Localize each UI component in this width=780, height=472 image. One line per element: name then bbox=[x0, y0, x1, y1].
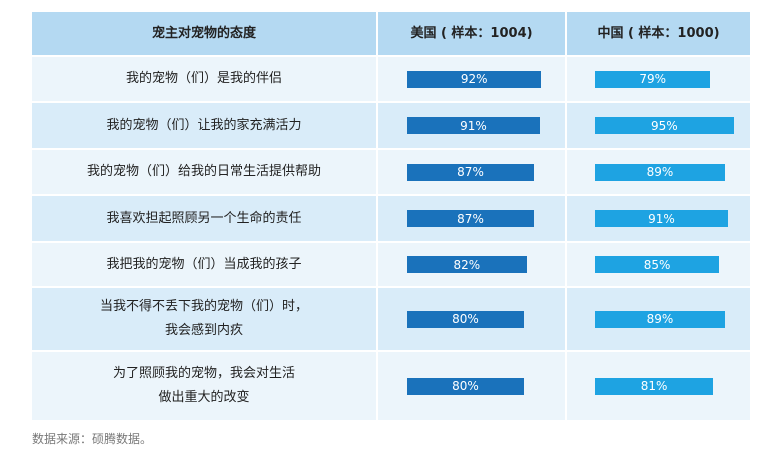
row-label: 为了照顾我的宠物，我会对生活 做出重大的改变 bbox=[32, 352, 378, 422]
bar: 79% bbox=[595, 70, 711, 88]
row-label: 我把我的宠物（们）当成我的孩子 bbox=[32, 243, 378, 288]
bar: 85% bbox=[595, 256, 720, 273]
bar: 87% bbox=[407, 210, 535, 227]
row-label: 我的宠物（们）是我的伴侣 bbox=[32, 57, 378, 103]
row-label: 我喜欢担起照顾另一个生命的责任 bbox=[32, 196, 378, 243]
bar: 89% bbox=[595, 163, 725, 181]
column-header: 美国 ( 样本：1004) bbox=[378, 12, 567, 57]
bar: 92% bbox=[407, 70, 542, 88]
row-label: 我的宠物（们）让我的家充满活力 bbox=[32, 103, 378, 150]
bar: 91% bbox=[595, 210, 728, 227]
bar: 80% bbox=[407, 377, 524, 395]
source-note: 数据来源：硕腾数据。 bbox=[32, 432, 153, 446]
bar: 82% bbox=[407, 256, 527, 273]
bar: 80% bbox=[407, 310, 524, 328]
bar: 81% bbox=[595, 377, 714, 395]
column-header: 宠主对宠物的态度 bbox=[32, 12, 378, 57]
bar: 89% bbox=[595, 310, 725, 328]
bar: 95% bbox=[595, 117, 734, 134]
bar: 91% bbox=[407, 117, 540, 134]
row-label: 我的宠物（们）给我的日常生活提供帮助 bbox=[32, 150, 378, 196]
row-label: 当我不得不丢下我的宠物（们）时， 我会感到内疚 bbox=[32, 288, 378, 352]
bar: 87% bbox=[407, 163, 535, 181]
column-header: 中国 ( 样本：1000) bbox=[567, 12, 752, 57]
